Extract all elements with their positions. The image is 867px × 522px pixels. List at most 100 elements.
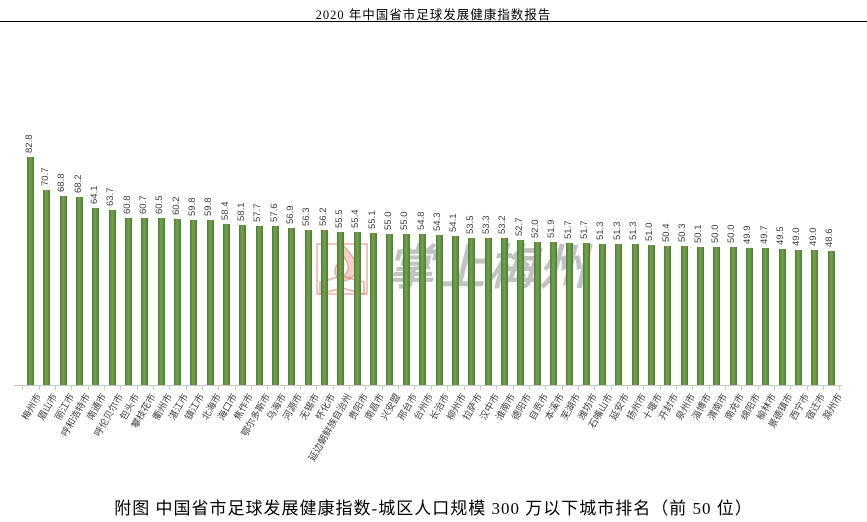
x-axis-tick [71, 386, 73, 390]
bar-value-label: 51.7 [562, 220, 574, 240]
x-axis-tick [479, 386, 481, 390]
x-axis-tick [332, 386, 334, 390]
bar-value-label: 51.3 [628, 221, 640, 241]
bar [190, 220, 198, 385]
x-axis-tick [757, 386, 759, 390]
x-axis-tick [741, 386, 743, 390]
bar-value-label: 55.0 [382, 211, 394, 231]
bar [631, 244, 639, 385]
bar-value-label: 54.8 [415, 211, 427, 231]
bar-value-label: 51.0 [644, 222, 656, 242]
x-axis-tick [185, 386, 187, 390]
bar-value-label: 58.4 [219, 201, 231, 221]
x-axis-tick [561, 386, 563, 390]
bar [125, 218, 133, 385]
x-axis-tick [659, 386, 661, 390]
x-axis-tick [87, 386, 89, 390]
bar [435, 235, 443, 385]
x-axis-tick [594, 386, 596, 390]
bar [27, 157, 34, 385]
bar [59, 196, 67, 385]
bar [108, 210, 116, 385]
x-axis-tick [381, 386, 383, 390]
bar-value-label: 56.3 [301, 207, 313, 227]
bar-value-label: 68.8 [56, 173, 68, 193]
x-axis-tick [577, 386, 579, 390]
bar [549, 242, 557, 385]
x-axis-tick [136, 386, 138, 390]
x-axis-tick [790, 386, 792, 390]
x-axis-tick [496, 386, 498, 390]
bar-value-label: 59.8 [203, 197, 215, 217]
bar-value-label: 49.0 [807, 227, 819, 247]
bar-value-label: 60.2 [170, 196, 182, 216]
header-rule [0, 21, 867, 22]
bar-value-label: 49.0 [791, 227, 803, 247]
bar [174, 219, 182, 385]
bar-value-label: 50.0 [726, 224, 738, 244]
bar [533, 242, 541, 385]
bar [157, 218, 165, 385]
bar [419, 234, 427, 385]
x-axis-tick [806, 386, 808, 390]
x-axis-tick [153, 386, 155, 390]
bar [582, 243, 590, 385]
bar [451, 236, 459, 385]
bar-value-label: 51.3 [595, 221, 607, 241]
bar-value-label: 56.2 [317, 207, 329, 227]
bar-value-label: 51.9 [546, 219, 558, 239]
bar [811, 250, 819, 385]
bar [386, 234, 394, 385]
x-axis-tick [626, 386, 628, 390]
bar [92, 208, 100, 385]
bar [206, 220, 214, 385]
bar-value-label: 57.6 [268, 203, 280, 223]
bar [664, 246, 672, 385]
x-axis-tick [822, 386, 824, 390]
bar [566, 243, 574, 385]
bar [321, 230, 329, 385]
bar-value-label: 63.7 [105, 187, 117, 207]
bar-value-label: 68.2 [72, 174, 84, 194]
x-axis-tick [38, 386, 40, 390]
bar [288, 228, 296, 385]
x-axis-tick [104, 386, 106, 390]
x-axis-tick [430, 386, 432, 390]
bar-value-label: 50.0 [709, 224, 721, 244]
figure-caption: 附图 中国省市足球发展健康指数-城区人口规模 300 万以下城市排名（前 50 … [114, 499, 753, 518]
bar [402, 234, 410, 385]
x-axis-tick [120, 386, 122, 390]
bar [43, 190, 51, 385]
bar-value-label: 55.4 [350, 209, 362, 229]
x-axis-tick [773, 386, 775, 390]
x-axis-tick [234, 386, 236, 390]
x-axis-tick [55, 386, 56, 390]
x-axis-tick [218, 386, 220, 390]
bar-value-label: 70.7 [39, 167, 51, 187]
x-axis-tick [398, 386, 400, 390]
bar [353, 232, 361, 385]
bar [76, 197, 84, 385]
bar-value-label: 64.1 [88, 185, 100, 205]
x-axis-tick [365, 386, 367, 390]
bar-value-label: 82.8 [23, 134, 35, 154]
x-axis-tick [447, 386, 449, 390]
x-axis-tick [316, 386, 318, 390]
bar-value-label: 59.8 [186, 197, 198, 217]
bar-value-label: 50.4 [660, 223, 672, 243]
bar [794, 250, 802, 385]
bar [827, 251, 835, 385]
bar-value-label: 56.9 [284, 205, 296, 225]
bar-value-label: 53.2 [497, 215, 509, 235]
bar-value-label: 48.6 [824, 228, 836, 248]
bar-value-label: 53.3 [481, 215, 493, 235]
bar-value-label: 52.0 [530, 219, 542, 239]
bar-value-label: 54.3 [432, 212, 443, 232]
x-axis-tick [545, 386, 547, 390]
x-axis-tick [349, 386, 351, 390]
bar-value-label: 60.5 [154, 195, 166, 215]
bar-value-label: 51.7 [579, 220, 591, 240]
bar [468, 238, 476, 385]
bar [304, 230, 312, 385]
